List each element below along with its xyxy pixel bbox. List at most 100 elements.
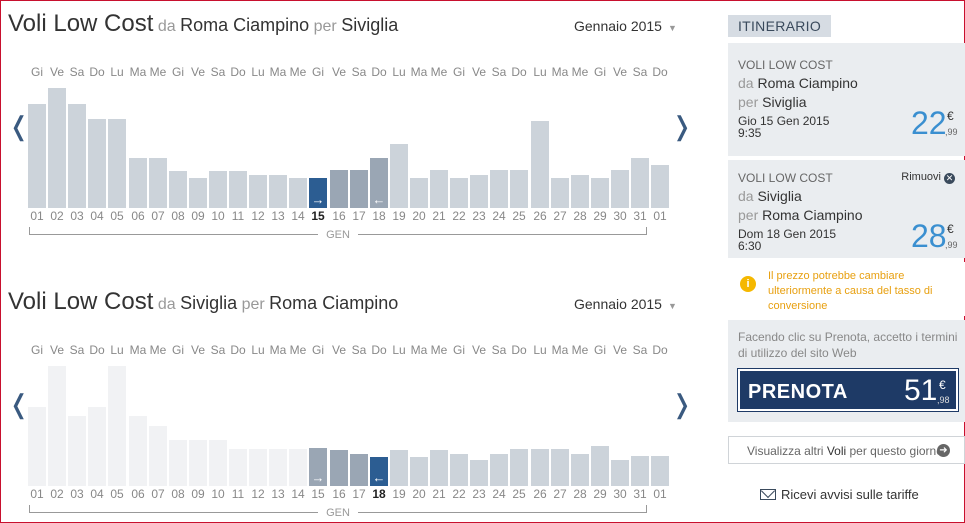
date-label: 09 (191, 487, 205, 501)
price-bar[interactable] (330, 450, 348, 486)
price-bar[interactable] (209, 171, 227, 208)
price-bar[interactable] (169, 171, 187, 208)
leg2-cents: ,99 (945, 240, 958, 250)
price-bar[interactable] (88, 119, 106, 208)
weekday-label: Gi (594, 343, 606, 357)
price-bar[interactable] (350, 454, 368, 486)
outbound-month-select[interactable]: Gennaio 2015 ▼ (574, 18, 677, 34)
price-bar[interactable] (410, 457, 428, 486)
price-bar[interactable] (88, 407, 106, 486)
chevron-right-icon[interactable]: ❭ (671, 111, 693, 141)
price-bar[interactable] (269, 175, 287, 208)
price-bar[interactable] (289, 178, 307, 208)
price-bar[interactable] (430, 170, 448, 208)
leg1-price: 22 € ,99 (911, 105, 958, 142)
price-bar[interactable] (350, 170, 368, 208)
price-bar[interactable] (48, 366, 66, 486)
fare-alerts-link[interactable]: Ricevi avvisi sulle tariffe (760, 487, 919, 502)
price-bar[interactable]: → (309, 448, 327, 486)
price-bar[interactable] (651, 456, 669, 486)
price-bar[interactable] (28, 104, 46, 208)
price-bar[interactable] (209, 440, 227, 486)
price-bar[interactable] (470, 175, 488, 208)
price-bar[interactable] (390, 144, 408, 208)
price-bar[interactable] (450, 178, 468, 208)
price-bar[interactable] (631, 158, 649, 208)
price-bar[interactable] (189, 178, 207, 208)
price-bar[interactable] (531, 121, 549, 208)
weekday-label: Sa (69, 65, 85, 79)
fare-alerts-label: Ricevi avvisi sulle tariffe (781, 487, 919, 502)
price-bar[interactable] (410, 178, 428, 208)
outbound-month-value: Gennaio 2015 (574, 18, 662, 34)
price-bar[interactable] (269, 449, 287, 486)
price-bar[interactable] (149, 158, 167, 208)
price-bar[interactable] (249, 175, 267, 208)
date-label: 09 (191, 209, 205, 223)
price-bar[interactable] (651, 165, 669, 208)
price-bar[interactable] (631, 456, 649, 486)
price-bar[interactable] (611, 170, 629, 208)
price-bar[interactable] (510, 170, 528, 208)
price-bar[interactable] (611, 460, 629, 486)
price-bar[interactable]: → (309, 178, 327, 208)
weekday-label: Do (652, 65, 668, 79)
price-bar[interactable] (571, 454, 589, 486)
price-bar[interactable] (531, 449, 549, 486)
price-bar[interactable] (330, 170, 348, 208)
price-bar[interactable] (28, 407, 46, 486)
weekday-label: Ve (612, 343, 627, 357)
return-title: Voli Low Cost da Siviglia per Roma Ciamp… (8, 288, 398, 316)
return-month-select[interactable]: Gennaio 2015 ▼ (574, 296, 677, 312)
price-bar[interactable] (129, 158, 147, 208)
chevron-right-icon[interactable]: ❭ (671, 389, 693, 419)
chevron-left-icon[interactable]: ❬ (8, 111, 30, 141)
price-bar[interactable] (551, 449, 569, 486)
price-bar[interactable] (551, 178, 569, 208)
outbound-from: Roma Ciampino (180, 15, 310, 35)
leg1-da: da (738, 75, 754, 91)
leg2-from-city: Siviglia (757, 188, 802, 204)
remove-leg-button[interactable]: Rimuovi ✕ (901, 171, 955, 184)
price-bar[interactable] (68, 104, 86, 208)
book-button[interactable]: PRENOTA 51 € ,98 (737, 368, 959, 412)
date-label: 26 (533, 487, 547, 501)
price-bar[interactable] (229, 449, 247, 486)
weekday-label: Do (89, 343, 105, 357)
price-bar[interactable] (129, 416, 147, 486)
price-bar[interactable] (430, 450, 448, 486)
leg2-per: per (738, 207, 759, 223)
price-bar[interactable] (390, 450, 408, 486)
date-label: 19 (392, 487, 406, 501)
price-bar[interactable] (450, 454, 468, 486)
price-bar[interactable] (470, 460, 488, 486)
price-bar[interactable] (289, 449, 307, 486)
price-bar[interactable] (68, 416, 86, 486)
price-bar[interactable]: ← (370, 158, 388, 208)
arrow-right-icon: → (311, 470, 325, 485)
more-flights-link[interactable]: Visualizza altri Voli per questo giorno … (728, 436, 965, 464)
price-bar[interactable] (591, 446, 609, 486)
arrow-left-icon: ← (372, 470, 386, 485)
price-bar[interactable] (490, 170, 508, 208)
price-bar[interactable] (510, 449, 528, 486)
price-bar[interactable] (229, 171, 247, 208)
price-bar[interactable] (189, 440, 207, 486)
price-bar[interactable] (169, 440, 187, 486)
date-label: 16 (332, 209, 346, 223)
price-bar[interactable] (149, 426, 167, 486)
weekday-label: Sa (69, 343, 85, 357)
return-leg-card[interactable]: VOLI LOW COST Rimuovi ✕ da Siviglia per R… (728, 160, 965, 258)
price-bar[interactable] (591, 178, 609, 208)
date-label: 01 (653, 487, 667, 501)
chevron-left-icon[interactable]: ❬ (8, 389, 30, 419)
price-bar[interactable] (108, 119, 126, 208)
price-bar[interactable] (490, 454, 508, 486)
price-bar[interactable] (249, 449, 267, 486)
outbound-leg-card[interactable]: VOLI LOW COST da Roma Ciampino per Sivig… (728, 43, 965, 156)
price-bar[interactable] (571, 175, 589, 208)
price-bar[interactable] (108, 366, 126, 486)
date-label: 05 (110, 209, 124, 223)
price-bar[interactable]: ← (370, 457, 388, 486)
price-bar[interactable] (48, 88, 66, 208)
